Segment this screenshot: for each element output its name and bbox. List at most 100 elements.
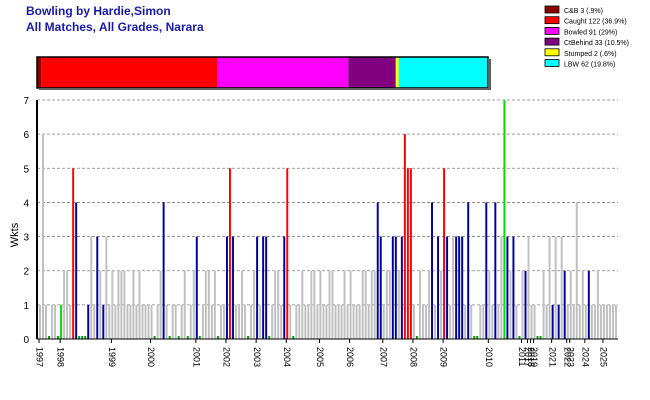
bar-33 (138, 270, 141, 339)
bar-25 (114, 304, 117, 339)
bar-14 (81, 336, 84, 339)
bar-174 (563, 270, 566, 339)
bar-67 (241, 270, 244, 339)
bar-167 (542, 270, 545, 339)
y-tick-label-6: 6 (23, 130, 29, 141)
bar-162 (527, 236, 530, 339)
y-tick-label-4: 4 (23, 198, 29, 209)
bar-92 (316, 304, 319, 339)
bar-40 (159, 270, 162, 339)
x-tick-label-2001: 2001 (191, 347, 201, 367)
bar-123 (409, 168, 412, 339)
bar-78 (274, 270, 277, 339)
bar-103 (349, 270, 352, 339)
bar-134 (443, 168, 446, 339)
y-tick-label-1: 1 (23, 301, 29, 312)
bar-12 (75, 202, 78, 339)
bar-143 (470, 304, 473, 339)
bar-6 (57, 336, 60, 339)
bar-63 (228, 168, 231, 339)
bar-184 (593, 304, 596, 339)
bar-147 (482, 304, 485, 339)
bar-170 (551, 304, 554, 339)
bar-48 (183, 270, 186, 339)
bar-44 (171, 304, 174, 339)
bar-95 (325, 304, 328, 339)
legend-label-2: Bowled 91 (29%) (564, 29, 617, 36)
chart-title: Bowling by Hardie,Simon (26, 4, 171, 18)
bar-9 (66, 270, 69, 339)
bar-65 (235, 304, 237, 339)
bar-153 (500, 236, 503, 339)
bar-34 (141, 304, 144, 339)
bar-183 (590, 304, 593, 339)
bar-105 (355, 304, 358, 339)
legend-label-0: C&B 3 (.9%) (564, 8, 603, 15)
bar-37 (150, 304, 153, 339)
bar-43 (168, 336, 171, 339)
legend-label-3: CtBehind 33 (10.5%) (564, 40, 629, 47)
bar-111 (373, 270, 376, 339)
bar-168 (545, 304, 548, 339)
dismissal-segment-2 (217, 57, 349, 88)
x-tick-label-2018: 2018 (526, 347, 536, 367)
bar-138 (455, 236, 458, 339)
bar-32 (135, 304, 138, 339)
x-tick-label-2009: 2009 (439, 347, 449, 367)
bar-119 (397, 270, 400, 339)
bar-24 (111, 270, 114, 339)
bar-179 (578, 304, 581, 339)
bar-16 (87, 304, 90, 339)
bar-60 (219, 304, 222, 339)
y-tick-label-7: 7 (23, 96, 29, 107)
bar-104 (352, 304, 355, 339)
legend-label-1: Caught 122 (36.9%) (564, 19, 627, 26)
bar-31 (132, 270, 135, 339)
bar-158 (515, 304, 518, 339)
bar-128 (425, 304, 427, 339)
bar-156 (509, 270, 512, 339)
dismissal-segment-1 (41, 57, 218, 88)
bar-101 (343, 270, 346, 339)
bar-152 (497, 304, 500, 339)
bar-99 (337, 304, 340, 339)
bar-169 (548, 236, 551, 339)
bar-88 (304, 304, 307, 339)
bar-41 (162, 202, 165, 339)
bar-176 (569, 270, 572, 339)
bar-121 (403, 134, 406, 339)
bar-117 (391, 236, 394, 339)
dismissal-segment-3 (348, 57, 396, 88)
bar-191 (614, 304, 617, 339)
bar-131 (434, 304, 437, 339)
x-tick-label-2019: 2019 (529, 347, 539, 367)
bar-130 (431, 202, 433, 339)
bar-164 (533, 304, 536, 339)
bar-79 (277, 270, 280, 339)
x-tick-label-2005: 2005 (315, 347, 325, 367)
bar-178 (575, 202, 578, 339)
bar-127 (421, 304, 424, 339)
bar-10 (69, 304, 72, 339)
bar-46 (177, 336, 180, 339)
y-axis-label: Wkts (9, 222, 21, 247)
bar-144 (473, 336, 476, 339)
legend-swatch-1 (544, 16, 560, 25)
x-tick-label-1999: 1999 (107, 347, 117, 367)
bar-186 (599, 304, 602, 339)
bar-51 (192, 270, 195, 339)
x-tick-label-1998: 1998 (56, 347, 66, 367)
bar-107 (361, 270, 364, 339)
bar-141 (464, 304, 467, 339)
legend-swatch-3 (544, 37, 560, 46)
x-tick-label-2007: 2007 (378, 347, 388, 367)
bar-85 (295, 304, 298, 339)
bar-97 (331, 270, 334, 339)
legend-swatch-4 (544, 48, 560, 57)
bar-20 (99, 270, 102, 339)
bar-140 (461, 236, 464, 339)
bar-72 (256, 236, 259, 339)
bar-0 (39, 304, 41, 339)
bar-190 (611, 304, 614, 339)
